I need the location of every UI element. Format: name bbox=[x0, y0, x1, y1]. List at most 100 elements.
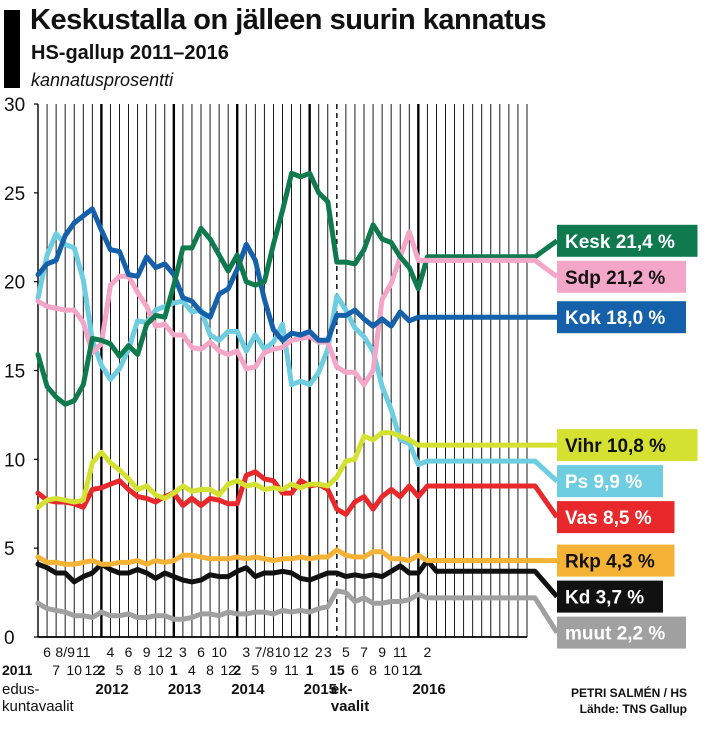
x-month-label: 10 bbox=[275, 644, 291, 660]
end-label-box bbox=[557, 301, 686, 334]
x-month-label: 12 bbox=[85, 662, 101, 678]
y-tick-label: 5 bbox=[4, 539, 15, 560]
y-tick-label: 0 bbox=[4, 628, 15, 649]
x-month-label: 5 bbox=[116, 662, 124, 678]
end-label-text: Ps 9,9 % bbox=[565, 472, 642, 493]
x-month-label: 2 bbox=[315, 644, 323, 660]
x-month-label: 10 bbox=[148, 662, 164, 678]
x-month-label: 12 bbox=[157, 644, 173, 660]
y-tick-label: 30 bbox=[4, 95, 25, 116]
x-month-label: 10 bbox=[211, 644, 227, 660]
end-label-text: Vihr 10,8 % bbox=[565, 436, 666, 457]
x-month-label: 3 bbox=[242, 644, 250, 660]
series-line-rkp bbox=[35, 547, 430, 567]
end-label-box bbox=[557, 465, 663, 498]
end-label-box bbox=[557, 429, 698, 462]
x-month-label: 5 bbox=[251, 662, 259, 678]
x-month-label: 8 bbox=[134, 662, 142, 678]
series-line-kok bbox=[35, 206, 430, 343]
end-label-text: Rkp 4,3 % bbox=[565, 552, 655, 573]
end-label-text: muut 2,2 % bbox=[565, 624, 665, 645]
chart-unit-label: kannatusprosentti bbox=[31, 70, 174, 90]
end-label-box bbox=[557, 260, 686, 293]
end-label-connector bbox=[427, 458, 559, 483]
gridlines bbox=[37, 104, 528, 637]
series-line-muut bbox=[35, 588, 430, 622]
series-end-labels: Kesk 21,4 % Sdp 21,2 % Kok 18,0 % Vihr 10,8… bbox=[418, 224, 698, 649]
x-year-label: vaalit bbox=[331, 698, 369, 715]
x-month-label: 9 bbox=[270, 662, 278, 678]
end-label-muut: muut 2,2 % bbox=[427, 595, 686, 649]
x-year-label: kuntavaalit bbox=[2, 698, 75, 715]
x-month-label: 8 bbox=[206, 662, 214, 678]
end-label-text: Vas 8,5 % bbox=[565, 508, 652, 529]
source-credit: PETRI SALMÉN / HS Lähde: TNS Gallup bbox=[571, 685, 687, 717]
x-year-label: 2014 bbox=[231, 681, 265, 698]
x-month-label: 6 bbox=[125, 644, 133, 660]
x-month-label: 7/8 bbox=[255, 644, 275, 660]
end-label-box bbox=[557, 616, 686, 649]
x-month-label: 9 bbox=[378, 644, 386, 660]
end-label-rkp: Rkp 4,3 % bbox=[427, 544, 675, 577]
end-label-connector bbox=[427, 238, 559, 260]
end-label-text: Sdp 21,2 % bbox=[565, 268, 665, 289]
end-label-text: Kok 18,0 % bbox=[565, 308, 665, 329]
series-line-sdp bbox=[35, 229, 421, 388]
x-year-label: 2015 bbox=[304, 681, 337, 698]
x-month-label: 2 bbox=[233, 662, 241, 678]
end-label-box bbox=[557, 224, 698, 257]
y-tick-label: 20 bbox=[4, 273, 25, 294]
x-month-label: 8 bbox=[369, 662, 377, 678]
source-text: Lähde: TNS Gallup bbox=[579, 702, 687, 716]
y-tick-label: 10 bbox=[4, 450, 25, 471]
x-month-label: 7 bbox=[52, 662, 60, 678]
end-label-text: Kd 3,7 % bbox=[565, 588, 644, 609]
end-label-box bbox=[557, 501, 675, 534]
x-month-label: 6 bbox=[351, 662, 359, 678]
y-tick-label: 15 bbox=[4, 362, 25, 383]
end-label-box bbox=[557, 544, 675, 577]
x-month-label: 6 bbox=[197, 644, 205, 660]
x-month-label: 11 bbox=[393, 644, 408, 660]
chart-title: Keskustalla on jälleen suurin kannatus bbox=[30, 4, 547, 36]
end-label-kok: Kok 18,0 % bbox=[427, 301, 686, 334]
x-month-label: 1 bbox=[170, 662, 178, 678]
end-label-connector bbox=[436, 568, 559, 599]
x-month-label: 2 bbox=[97, 662, 105, 678]
x-year-label: ek- bbox=[331, 681, 353, 698]
series-line-ps bbox=[35, 231, 430, 468]
x-year-label: edus- bbox=[2, 681, 40, 698]
end-label-box bbox=[557, 580, 663, 613]
x-month-label: 7 bbox=[360, 644, 368, 660]
x-month-label: 1 bbox=[306, 662, 314, 678]
end-label-kd: Kd 3,7 % bbox=[436, 568, 663, 613]
title-accent-bar bbox=[4, 10, 20, 88]
series-line-kesk bbox=[35, 170, 430, 407]
series-line-vihr bbox=[35, 430, 421, 510]
credit-text: PETRI SALMÉN / HS bbox=[570, 686, 687, 700]
end-label-connector bbox=[427, 483, 560, 519]
x-year-labels: edus-kuntavaalit 2012 2013 2014 2015ek-vaali… bbox=[2, 681, 446, 715]
x-month-label: 6 bbox=[43, 644, 51, 660]
x-month-labels: 678/910111224568910121346810122357/89101… bbox=[2, 644, 431, 678]
end-label-vas: Vas 8,5 % bbox=[427, 483, 675, 534]
chart-subtitle: HS-gallup 2011–2016 bbox=[31, 42, 229, 64]
x-month-label: 8/9 bbox=[55, 644, 75, 660]
series-line-vas bbox=[35, 469, 430, 517]
x-month-label: 3 bbox=[324, 644, 332, 660]
end-label-connector bbox=[418, 257, 559, 279]
x-year-label: 2016 bbox=[412, 681, 445, 698]
end-label-vihr: Vihr 10,8 % bbox=[418, 429, 698, 462]
series-lines bbox=[35, 170, 439, 622]
x-month-label: 9 bbox=[143, 644, 151, 660]
x-start-year-label: 2011 bbox=[2, 662, 33, 678]
x-month-label: 12 bbox=[401, 662, 417, 678]
x-month-label: 12 bbox=[220, 662, 236, 678]
x-year-label: 2012 bbox=[95, 681, 128, 698]
end-label-connector bbox=[427, 595, 560, 634]
x-month-label: 10 bbox=[66, 662, 82, 678]
end-label-sdp: Sdp 21,2 % bbox=[418, 257, 686, 293]
x-month-label: 15 bbox=[329, 662, 345, 678]
y-tick-label: 25 bbox=[4, 184, 25, 205]
